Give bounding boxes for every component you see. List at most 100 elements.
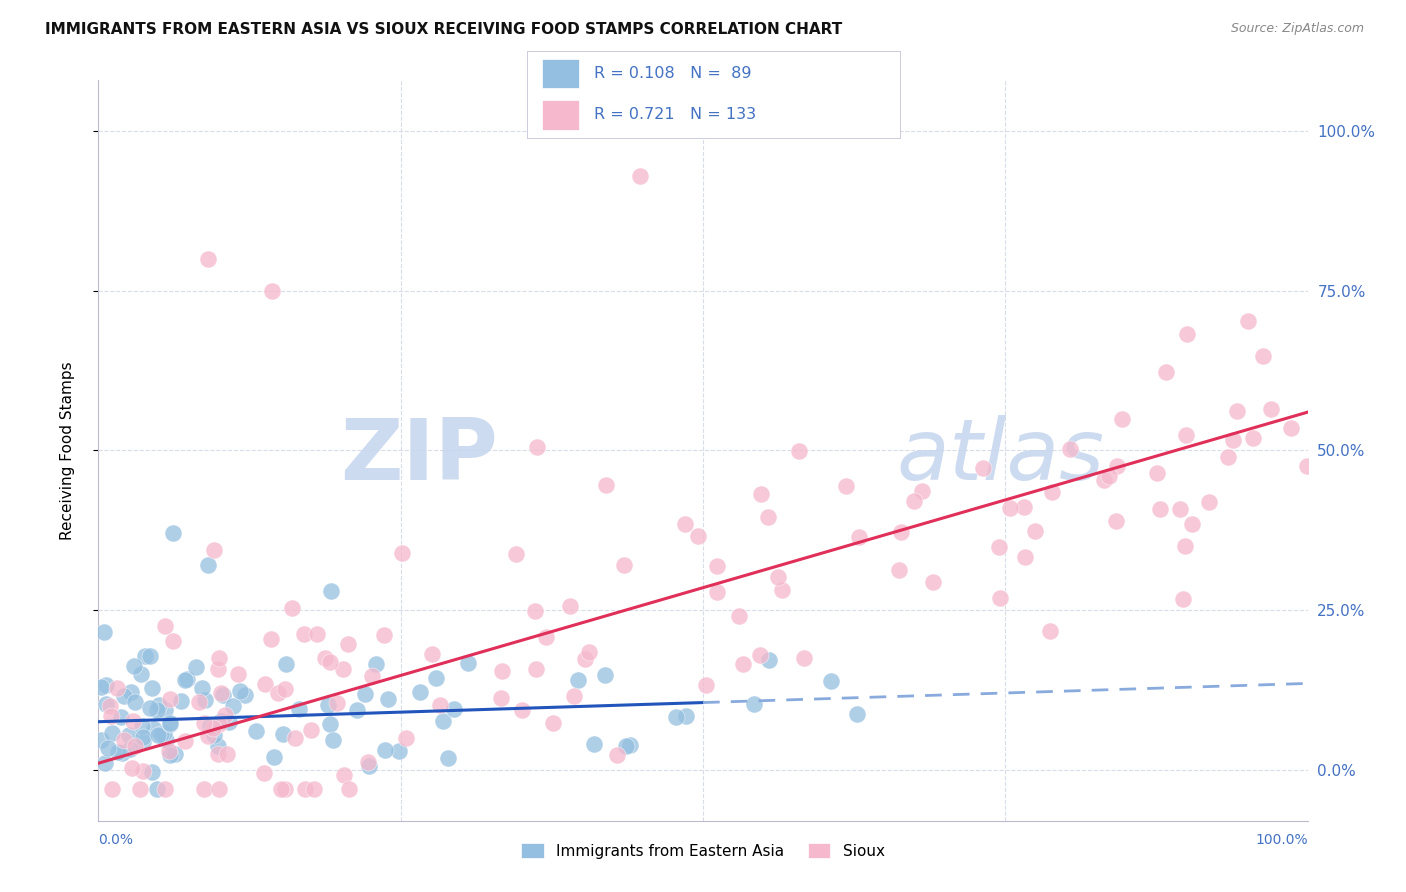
Point: [1181, 517, 1204, 532]
Point: [619, 738, 641, 752]
Point: [574, 651, 596, 665]
Point: [1042, 485, 1064, 500]
Point: [260, 632, 283, 646]
Point: [159, 692, 181, 706]
Point: [270, 781, 292, 796]
Point: [146, 728, 169, 742]
Point: [1149, 502, 1171, 516]
Point: [209, 714, 232, 728]
Point: [887, 563, 910, 577]
Y-axis label: Receiving Food Stamps: Receiving Food Stamps: [60, 361, 75, 540]
Point: [1107, 458, 1129, 473]
Point: [139, 700, 162, 714]
Point: [1174, 539, 1197, 553]
Point: [202, 728, 225, 742]
Point: [245, 723, 267, 738]
Point: [141, 681, 163, 695]
Point: [148, 698, 170, 712]
Point: [820, 674, 842, 689]
Point: [201, 721, 224, 735]
Point: [214, 708, 236, 723]
Point: [524, 662, 547, 676]
Point: [129, 667, 152, 681]
Point: [145, 781, 167, 796]
Point: [890, 524, 912, 539]
Point: [489, 690, 512, 705]
Point: [1168, 501, 1191, 516]
Point: [319, 583, 342, 598]
Point: [98, 699, 121, 714]
Point: [120, 685, 142, 699]
Point: [229, 683, 252, 698]
Point: [208, 716, 231, 731]
Point: [121, 714, 143, 729]
Point: [357, 759, 380, 773]
Point: [1260, 402, 1282, 417]
Point: [288, 702, 311, 716]
Point: [988, 540, 1011, 554]
Point: [107, 681, 129, 695]
Point: [903, 493, 925, 508]
Point: [188, 695, 211, 709]
Point: [353, 687, 375, 701]
Point: [443, 702, 465, 716]
Point: [122, 658, 145, 673]
Point: [429, 698, 451, 713]
Point: [1218, 450, 1240, 464]
Point: [360, 669, 382, 683]
Point: [1295, 458, 1317, 473]
Point: [90, 732, 112, 747]
Point: [233, 688, 256, 702]
Point: [193, 781, 215, 796]
Point: [152, 726, 174, 740]
Point: [157, 744, 180, 758]
Point: [391, 546, 413, 560]
Point: [169, 694, 191, 708]
Point: [1024, 524, 1046, 538]
Point: [728, 609, 751, 624]
Point: [145, 703, 167, 717]
Legend: Immigrants from Eastern Asia, Sioux: Immigrants from Eastern Asia, Sioux: [515, 837, 891, 865]
Point: [271, 727, 294, 741]
Text: 100.0%: 100.0%: [1256, 833, 1308, 847]
Point: [749, 487, 772, 501]
Point: [132, 735, 155, 749]
Point: [253, 766, 276, 780]
Point: [706, 584, 728, 599]
Point: [97, 741, 120, 756]
Point: [1154, 365, 1177, 379]
Point: [332, 662, 354, 676]
Point: [273, 781, 295, 796]
Point: [159, 717, 181, 731]
Point: [523, 604, 546, 618]
Point: [124, 739, 146, 754]
Point: [132, 764, 155, 779]
Point: [1198, 495, 1220, 509]
Point: [112, 689, 135, 703]
Point: [194, 693, 217, 707]
Point: [101, 781, 124, 796]
Point: [1014, 549, 1036, 564]
Point: [510, 703, 533, 717]
Point: [1098, 469, 1121, 483]
Point: [107, 745, 129, 759]
Point: [432, 714, 454, 729]
Point: [578, 645, 600, 659]
Point: [409, 684, 432, 698]
Point: [835, 478, 858, 492]
Point: [314, 651, 336, 665]
Point: [758, 653, 780, 667]
Point: [101, 726, 124, 740]
Point: [749, 648, 772, 662]
Text: 0.0%: 0.0%: [98, 833, 134, 847]
Point: [922, 574, 945, 589]
Point: [267, 686, 290, 700]
Point: [155, 733, 177, 747]
Point: [990, 591, 1012, 606]
Point: [184, 660, 207, 674]
Point: [1146, 466, 1168, 480]
Point: [150, 727, 173, 741]
Point: [534, 630, 557, 644]
Point: [848, 530, 870, 544]
Point: [302, 781, 325, 796]
